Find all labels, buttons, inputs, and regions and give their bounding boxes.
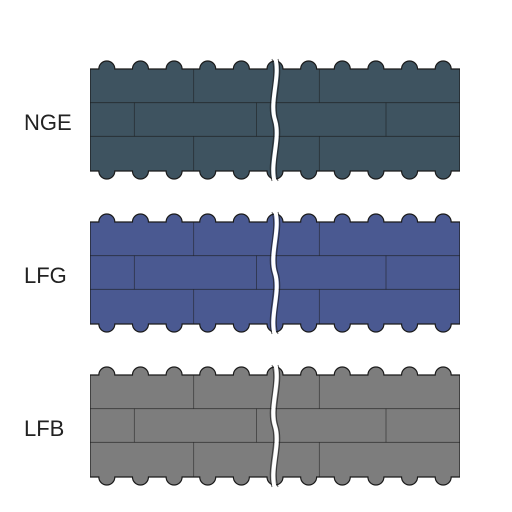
- belt-label-lfb: LFB: [24, 416, 84, 442]
- belt-svg-lfg: [90, 208, 460, 338]
- belt-label-nge: NGE: [24, 110, 84, 136]
- belt-svg-lfb: [90, 361, 460, 491]
- belt-lfb: [90, 361, 460, 491]
- belt-nge: [90, 55, 460, 185]
- belt-lfg: [90, 208, 460, 338]
- belt-svg-nge: [90, 55, 460, 185]
- belt-label-lfg: LFG: [24, 263, 84, 289]
- diagram-container: { "diagram": { "type": "infographic", "d…: [0, 0, 512, 512]
